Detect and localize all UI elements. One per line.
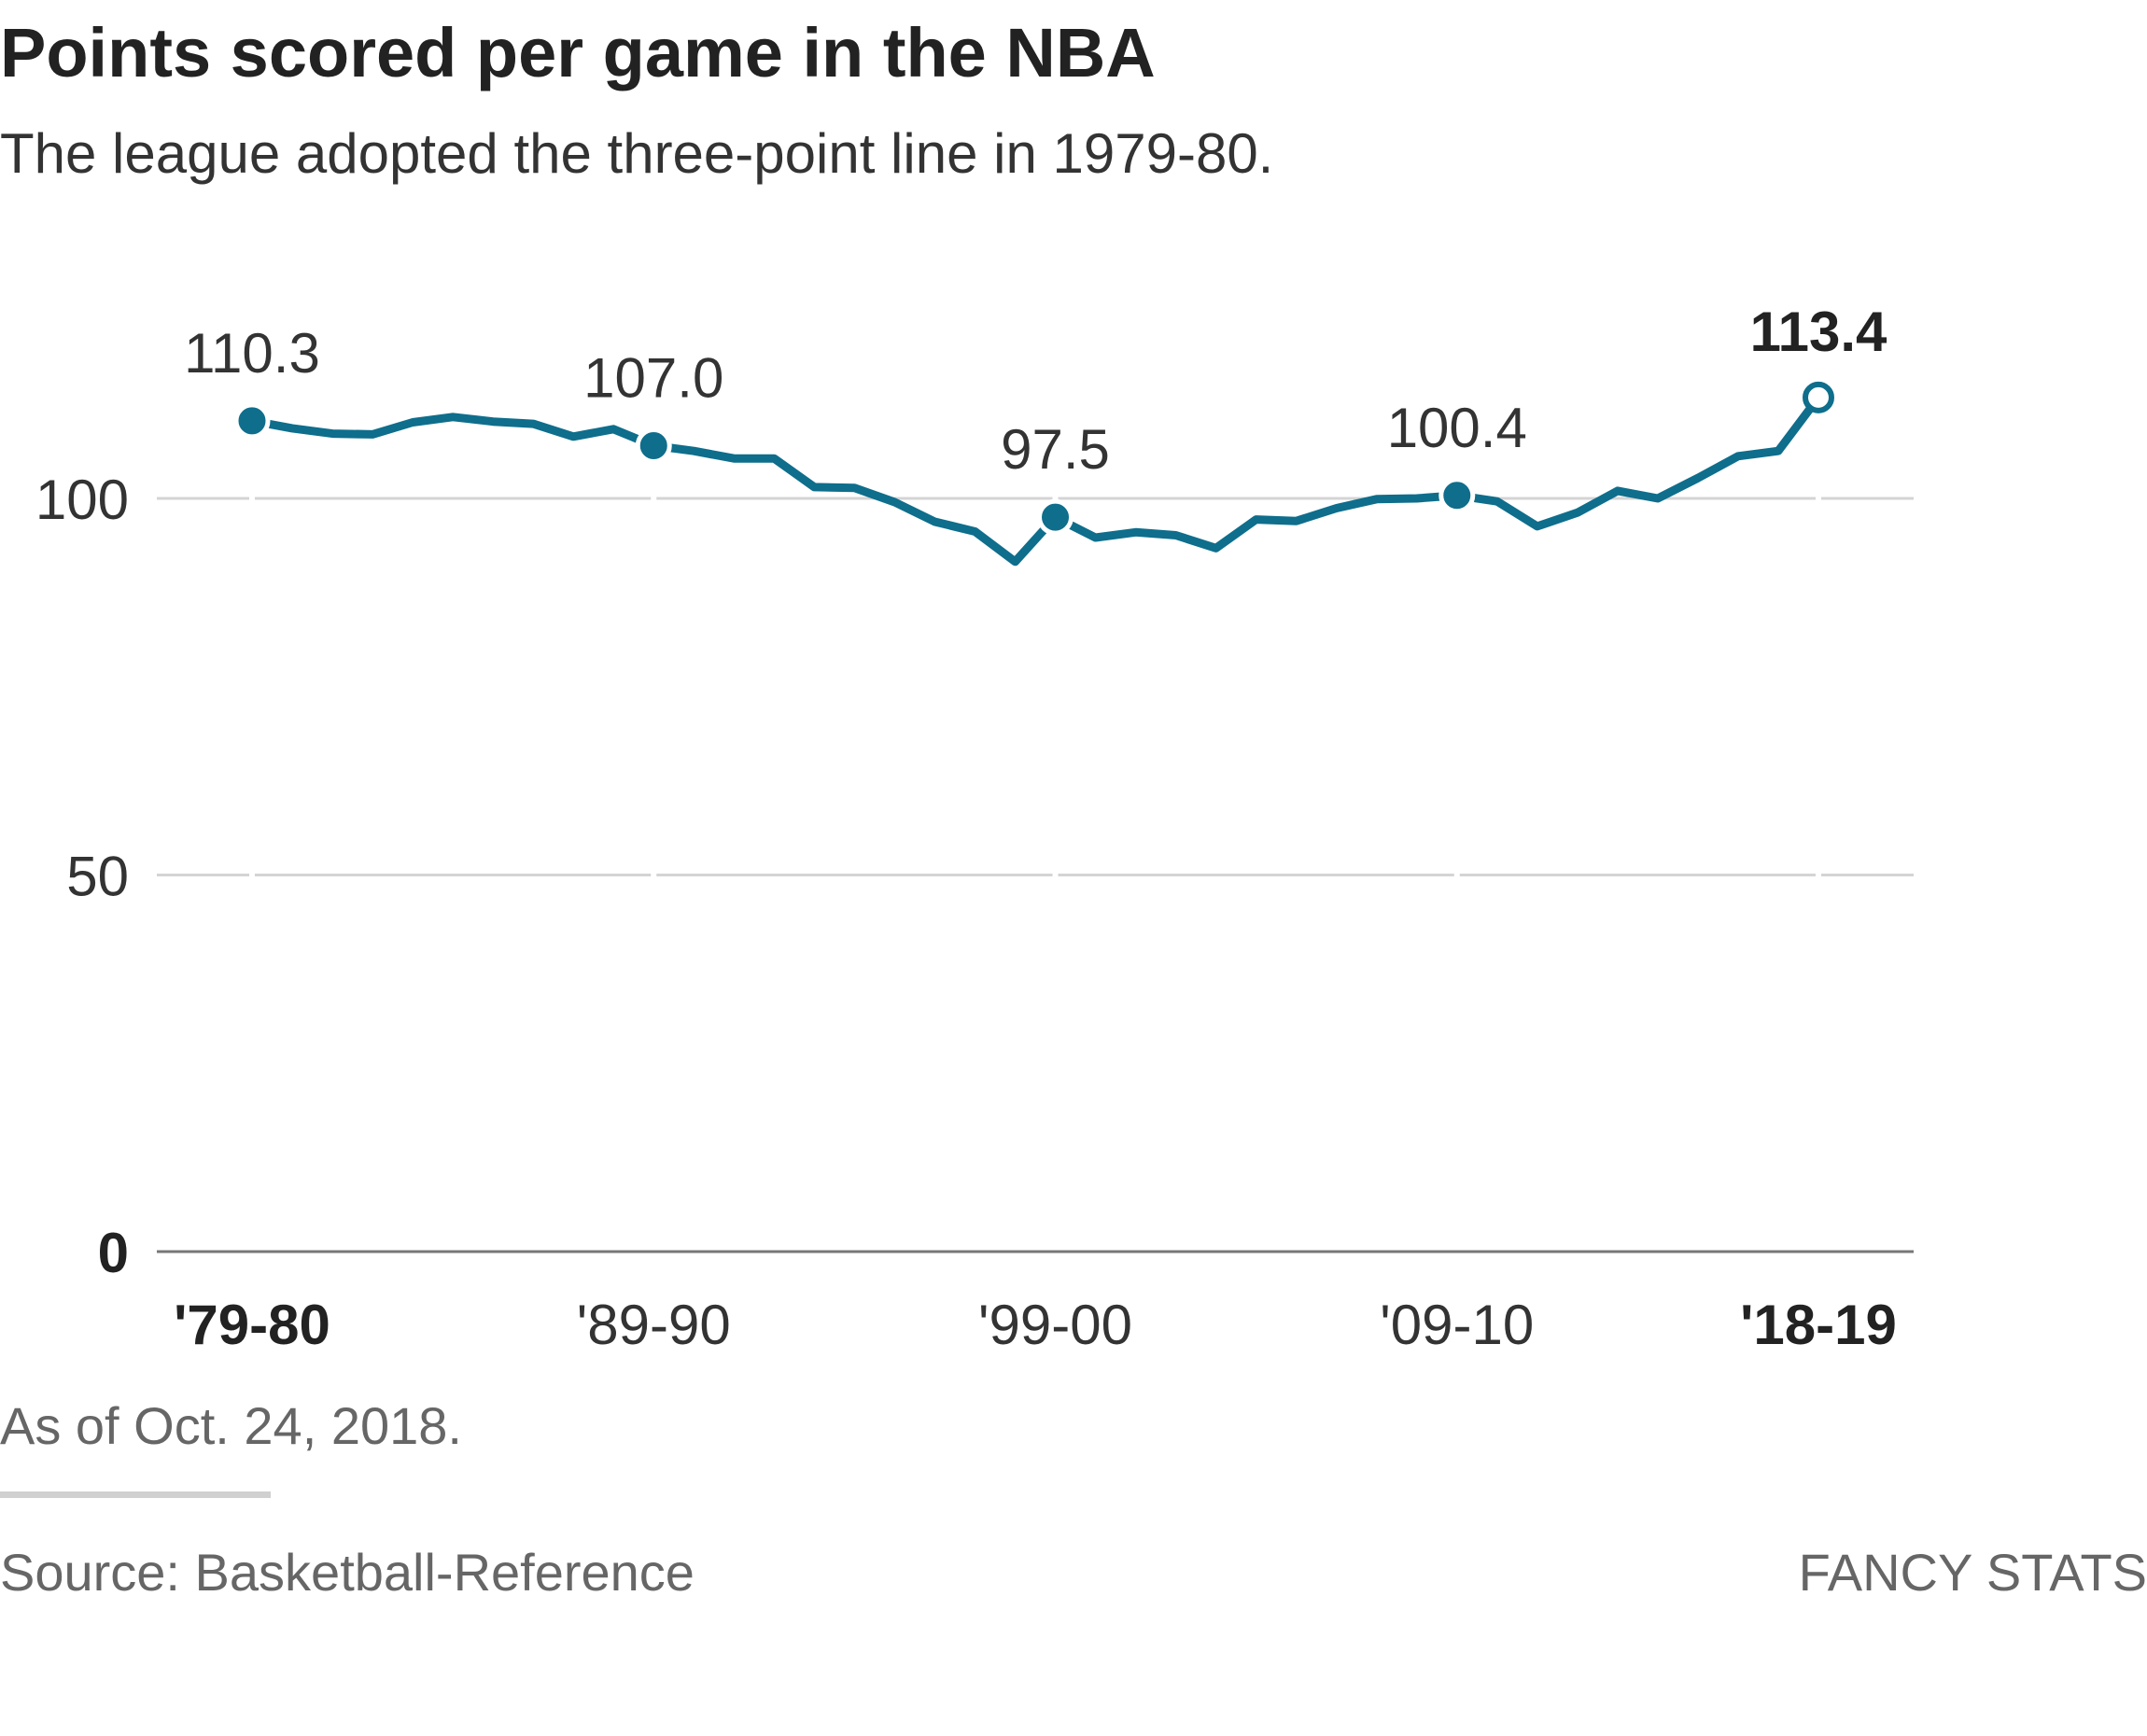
- grid-gap: [1816, 871, 1821, 879]
- credit-text: FANCY STATS: [1798, 1543, 2147, 1602]
- series-line: [247, 393, 1823, 567]
- data-label: 110.3: [184, 322, 320, 385]
- footer-divider: [0, 1491, 271, 1498]
- chart-subtitle: The league adopted the three-point line …: [0, 122, 1274, 185]
- data-point-marker: [1438, 477, 1476, 514]
- data-label: 97.5: [1001, 418, 1110, 481]
- data-labels: 110.3 107.0 97.5 100.4 113.4: [184, 301, 1887, 481]
- grid-gap: [1453, 871, 1460, 879]
- source-text: Source: Basketball-Reference: [0, 1543, 695, 1602]
- date-note: As of Oct. 24, 2018.: [0, 1396, 462, 1455]
- data-label: 100.4: [1387, 397, 1527, 459]
- y-tick-label: 100: [35, 469, 129, 531]
- grid-gap: [651, 495, 657, 502]
- y-axis-ticks: 0 50 100: [35, 469, 129, 1284]
- data-label: 107.0: [583, 347, 723, 410]
- x-tick-label: '09-10: [1380, 1294, 1534, 1356]
- y-tick-label: 50: [66, 846, 129, 908]
- x-tick-label: '89-90: [577, 1294, 731, 1356]
- data-markers: [233, 381, 1834, 536]
- line-chart: 0 50 100 '79-80 '89-90 '99-00 '09-10 '18-19 11…: [35, 301, 1914, 1356]
- grid-gap: [249, 495, 255, 502]
- series-line-path: [247, 393, 1823, 567]
- grid-gap: [1052, 495, 1059, 502]
- x-tick-label: '99-00: [978, 1294, 1132, 1356]
- y-tick-label: 0: [98, 1222, 129, 1284]
- grid-gap: [651, 871, 657, 879]
- chart-title: Points scored per game in the NBA: [0, 14, 1156, 91]
- grid-gap: [1052, 871, 1059, 879]
- data-point-marker: [1037, 498, 1074, 536]
- data-point-marker: [635, 427, 672, 465]
- grid-gap: [249, 871, 255, 879]
- x-tick-label: '79-80: [174, 1294, 330, 1356]
- x-tick-label: '18-19: [1740, 1294, 1897, 1356]
- gridlines: [157, 495, 1914, 1253]
- data-point-marker: [1803, 381, 1834, 413]
- data-point-marker: [233, 402, 271, 440]
- data-label: 113.4: [1750, 301, 1887, 363]
- grid-gap: [1816, 495, 1821, 502]
- x-axis-ticks: '79-80 '89-90 '99-00 '09-10 '18-19: [174, 1294, 1897, 1356]
